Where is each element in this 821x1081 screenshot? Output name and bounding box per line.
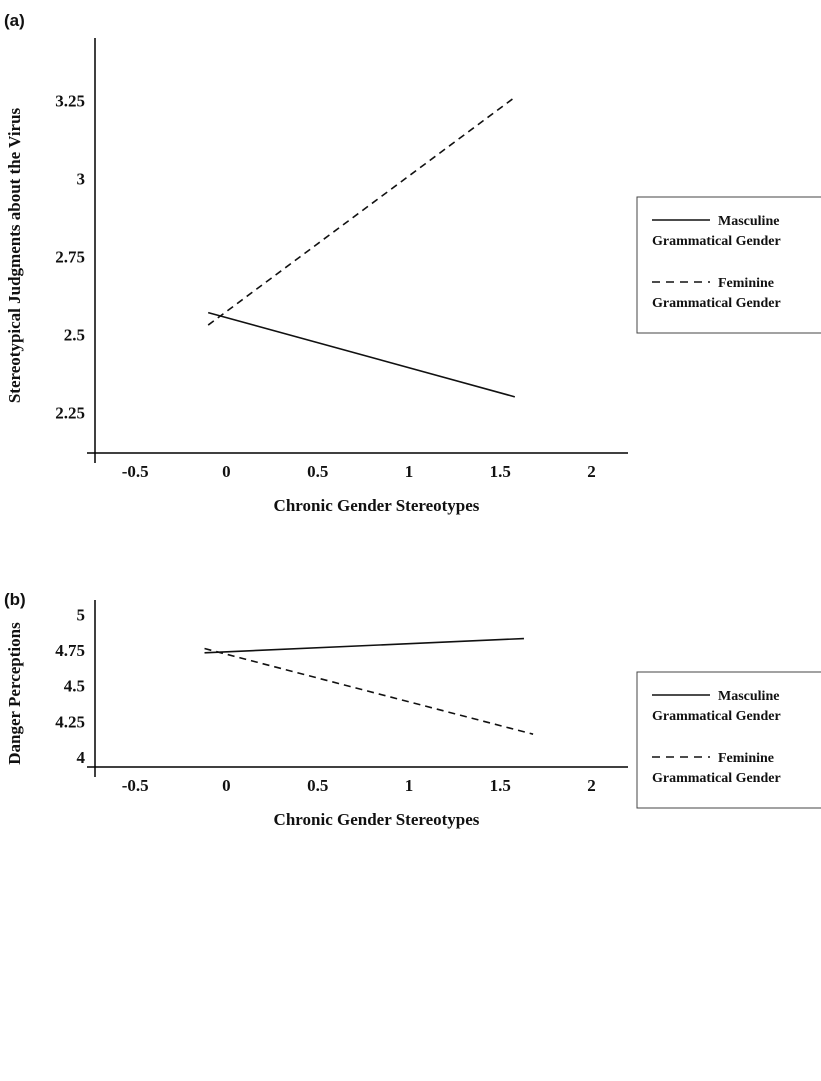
x-tick-label: 1.5 bbox=[490, 776, 511, 795]
y-tick-label: 3 bbox=[77, 169, 86, 188]
x-tick-label: 0 bbox=[222, 776, 231, 795]
legend-label: Feminine bbox=[718, 276, 774, 291]
x-tick-label: 2 bbox=[587, 776, 596, 795]
y-tick-label: 4.75 bbox=[55, 641, 85, 660]
legend-label: Feminine bbox=[718, 751, 774, 766]
y-axis-title: Stereotypical Judgments about the Virus bbox=[5, 107, 24, 403]
y-tick-label: 5 bbox=[77, 605, 86, 624]
legend-label: Masculine bbox=[718, 689, 779, 704]
series-line-feminine bbox=[207, 96, 516, 326]
y-tick-label: 3.25 bbox=[55, 91, 85, 110]
y-tick-label: 2.25 bbox=[55, 403, 85, 422]
chart-panel-b: (b) -0.5 0 0.5 1 1.5 2 4 4.25 4.5 4.75 5 Chronic Gen… bbox=[4, 590, 821, 829]
y-tick-label: 2.5 bbox=[64, 325, 85, 344]
series-line-masculine bbox=[204, 637, 524, 654]
legend: Masculine Grammatical Gender Feminine Gramm… bbox=[636, 196, 821, 334]
x-tick-label: 0.5 bbox=[307, 776, 328, 795]
y-tick-label: 4.5 bbox=[64, 677, 85, 696]
x-tick-label: 1.5 bbox=[490, 462, 511, 481]
chart-panel-a: (a) -0.5 0 0.5 1 1.5 2 2.25 2.5 2.75 3 3.25 Chronic … bbox=[4, 11, 821, 515]
panel-label: (a) bbox=[4, 11, 25, 30]
legend-label: Grammatical Gender bbox=[652, 234, 781, 249]
series-line-masculine bbox=[207, 311, 516, 398]
y-tick-label: 4 bbox=[77, 748, 86, 767]
x-tick-label: 0.5 bbox=[307, 462, 328, 481]
series-line-feminine bbox=[204, 647, 534, 735]
legend-label: Grammatical Gender bbox=[652, 771, 781, 786]
legend-label: Grammatical Gender bbox=[652, 296, 781, 311]
x-tick-label: 0 bbox=[222, 462, 231, 481]
y-tick-label: 4.25 bbox=[55, 712, 85, 731]
panel-label: (b) bbox=[4, 590, 26, 609]
x-tick-label: 2 bbox=[587, 462, 596, 481]
x-tick-label: 1 bbox=[405, 776, 414, 795]
legend: Masculine Grammatical Gender Feminine Gramm… bbox=[636, 671, 821, 809]
legend-label: Masculine bbox=[718, 214, 779, 229]
x-tick-label: 1 bbox=[405, 462, 414, 481]
y-axis-title: Danger Perceptions bbox=[5, 622, 24, 765]
x-axis-title: Chronic Gender Stereotypes bbox=[274, 810, 480, 829]
x-axis-title: Chronic Gender Stereotypes bbox=[274, 496, 480, 515]
y-tick-label: 2.75 bbox=[55, 247, 85, 266]
legend-label: Grammatical Gender bbox=[652, 709, 781, 724]
x-tick-label: -0.5 bbox=[122, 776, 149, 795]
x-tick-label: -0.5 bbox=[122, 462, 149, 481]
